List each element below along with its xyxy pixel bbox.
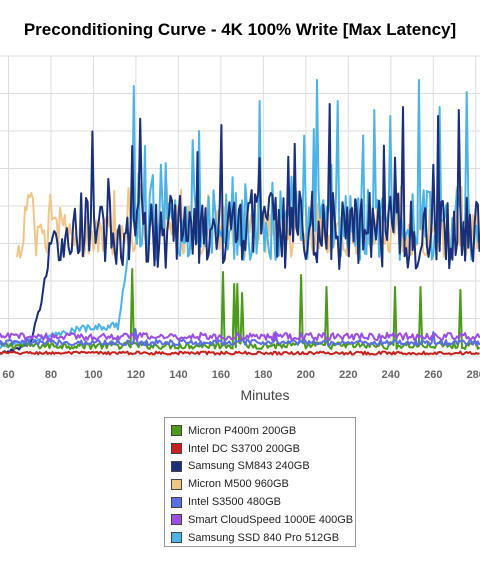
- legend-label: Intel S3500 480GB: [188, 496, 281, 509]
- x-tick-label: 240: [382, 369, 400, 381]
- x-tick-label: 80: [45, 369, 57, 381]
- legend-label: Samsung SM843 240GB: [188, 460, 310, 473]
- legend-item: Smart CloudSpeed 1000E 400GB: [171, 511, 355, 529]
- x-tick-label: 160: [212, 369, 230, 381]
- legend-item: Intel S3500 480GB: [171, 493, 355, 511]
- x-tick-label: 60: [2, 369, 14, 381]
- series-line-samsung-sm843-240gb: [0, 103, 480, 355]
- series-layer: [0, 79, 480, 356]
- series-line-smart-cloudspeed-1000e-400gb: [0, 331, 480, 342]
- legend-item: Samsung SSD 840 Pro 512GB: [171, 529, 355, 547]
- legend-item: Micron P400m 200GB: [171, 422, 355, 440]
- legend-swatch: [171, 496, 182, 508]
- x-axis-title: Minutes: [240, 387, 289, 400]
- x-tick-label: 140: [169, 369, 187, 381]
- x-tick-label: 120: [127, 369, 145, 381]
- line-chart: 60 80 100 120 140 160 180 200 220 240 260 280 Minut…: [0, 55, 480, 400]
- legend-swatch: [171, 532, 182, 544]
- x-tick-label: 220: [339, 369, 357, 381]
- x-tick-labels: 60 80 100 120 140 160 180 200 220 240 260 280: [2, 369, 480, 381]
- x-tick-label: 260: [424, 369, 442, 381]
- legend: Micron P400m 200GB Intel DC S3700 200GB Sa…: [164, 417, 356, 547]
- legend-label: Intel DC S3700 200GB: [188, 442, 300, 455]
- series-line-micron-p400m-200gb: [0, 268, 480, 350]
- legend-item: Intel DC S3700 200GB: [171, 440, 355, 458]
- legend-label: Samsung SSD 840 Pro 512GB: [188, 531, 340, 544]
- series-line-intel-s3500-480gb: [0, 328, 480, 347]
- legend-swatch: [171, 514, 182, 526]
- legend-label: Micron P400m 200GB: [188, 424, 297, 437]
- legend-swatch: [171, 478, 182, 490]
- chart-title: Preconditioning Curve - 4K 100% Write [M…: [23, 20, 457, 39]
- x-tick-label: 200: [297, 369, 315, 381]
- x-tick-label: 280: [467, 369, 480, 381]
- legend-item: Micron M500 960GB: [171, 475, 355, 493]
- legend-item: Samsung SM843 240GB: [171, 458, 355, 476]
- series-line-intel-dc-s3700-200gb: [0, 350, 480, 356]
- x-tick-label: 180: [254, 369, 272, 381]
- legend-swatch: [171, 425, 182, 437]
- legend-swatch: [171, 460, 182, 472]
- x-tick-label: 100: [84, 369, 102, 381]
- legend-label: Micron M500 960GB: [188, 478, 289, 491]
- legend-label: Smart CloudSpeed 1000E 400GB: [188, 513, 354, 526]
- legend-swatch: [171, 443, 182, 455]
